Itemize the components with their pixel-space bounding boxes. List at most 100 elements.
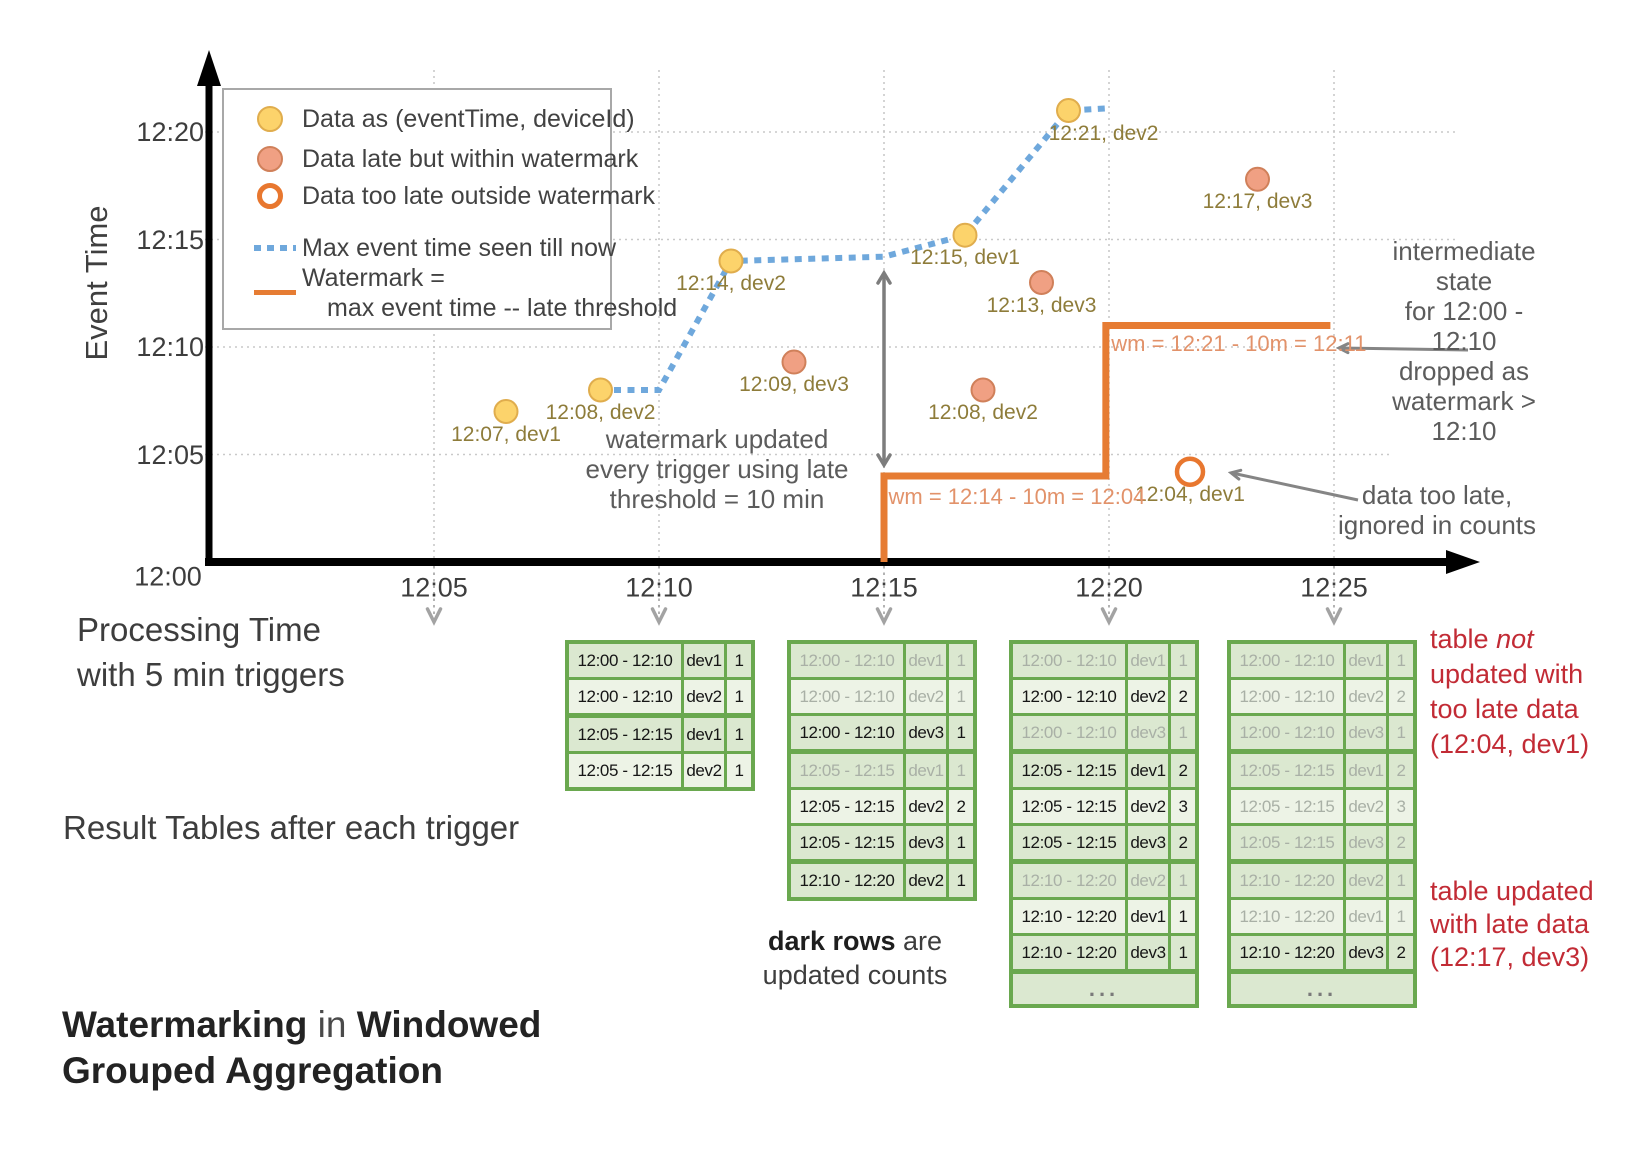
count-cell: 1 bbox=[949, 826, 973, 859]
window-cell: 12:05 - 12:15 bbox=[1013, 826, 1125, 859]
legend-maxevent-line-icon bbox=[254, 245, 296, 251]
legend-toolate-label: Data too late outside watermark bbox=[302, 182, 655, 210]
watermark-line bbox=[880, 322, 1331, 562]
window-cell: 12:10 - 12:20 bbox=[791, 864, 903, 897]
data-point-12:14-dev2 bbox=[718, 248, 744, 274]
device-cell: dev2 bbox=[1128, 680, 1168, 713]
count-cell: 1 bbox=[949, 754, 973, 787]
note-rest: updated with too late data (12:04, dev1) bbox=[1430, 659, 1590, 759]
legend-late-dot-icon bbox=[257, 146, 283, 172]
legend-toolate-dot-icon bbox=[257, 183, 283, 209]
window-cell: 12:00 - 12:10 bbox=[1231, 644, 1343, 677]
table-row: 12:10 - 12:20 dev2 1 bbox=[1231, 864, 1413, 897]
y-axis-title: Event Time bbox=[79, 205, 114, 361]
count-cell: 1 bbox=[727, 754, 751, 787]
count-cell: 2 bbox=[1171, 680, 1195, 713]
table-row: 12:10 - 12:20 dev3 1 bbox=[1013, 936, 1195, 969]
count-cell: 1 bbox=[949, 680, 973, 713]
window-cell: 12:00 - 12:10 bbox=[1231, 716, 1343, 749]
count-cell: 2 bbox=[1171, 754, 1195, 787]
window-cell: 12:00 - 12:10 bbox=[1231, 680, 1343, 713]
table-row: 12:10 - 12:20 dev2 1 bbox=[791, 864, 973, 897]
table-row: 12:00 - 12:10 dev3 1 bbox=[1013, 716, 1195, 749]
count-cell: 2 bbox=[1389, 936, 1413, 969]
count-cell: 1 bbox=[1389, 864, 1413, 897]
table-row: 12:10 - 12:20 dev3 2 bbox=[1231, 936, 1413, 969]
count-cell: 1 bbox=[1171, 716, 1195, 749]
device-cell: dev3 bbox=[1346, 716, 1386, 749]
window-cell: 12:05 - 12:15 bbox=[791, 790, 903, 823]
count-cell: 2 bbox=[949, 790, 973, 823]
window-cell: 12:05 - 12:15 bbox=[569, 718, 681, 751]
legend-maxevent-label: Max event time seen till now bbox=[302, 234, 617, 262]
device-cell: dev2 bbox=[1128, 790, 1168, 823]
table-row: 12:00 - 12:10 dev2 2 bbox=[1013, 680, 1195, 713]
table-row: 12:05 - 12:15 dev2 3 bbox=[1231, 790, 1413, 823]
window-cell: 12:05 - 12:15 bbox=[1013, 754, 1125, 787]
data-point-12:13-dev3 bbox=[1029, 270, 1054, 295]
result-table-12:10: 12:00 - 12:10 dev1 1 12:00 - 12:10 dev2 1 12:0… bbox=[565, 640, 755, 791]
result-table-12:20: 12:00 - 12:10 dev1 1 12:00 - 12:10 dev2 2 12:0… bbox=[1009, 640, 1199, 1008]
count-cell: 1 bbox=[949, 864, 973, 897]
table-row: 12:00 - 12:10 dev2 2 bbox=[1231, 680, 1413, 713]
count-cell: 1 bbox=[949, 716, 973, 749]
device-cell: dev2 bbox=[684, 754, 724, 787]
device-cell: dev1 bbox=[1346, 644, 1386, 677]
legend-watermark-label-line1: Watermark = bbox=[302, 264, 445, 292]
device-cell: dev1 bbox=[684, 718, 724, 751]
device-cell: dev1 bbox=[906, 644, 946, 677]
table-row: 12:05 - 12:15 dev1 1 bbox=[791, 754, 973, 787]
window-cell: 12:10 - 12:20 bbox=[1231, 936, 1343, 969]
window-cell: 12:10 - 12:20 bbox=[1231, 900, 1343, 933]
count-cell: 2 bbox=[1389, 754, 1413, 787]
window-cell: 12:00 - 12:10 bbox=[791, 680, 903, 713]
max-event-time-line bbox=[600, 105, 1107, 393]
device-cell: dev2 bbox=[906, 680, 946, 713]
count-cell: 2 bbox=[1389, 680, 1413, 713]
title-bold-3: Grouped Aggregation bbox=[62, 1050, 443, 1091]
device-cell: dev3 bbox=[1128, 716, 1168, 749]
count-cell: 1 bbox=[727, 718, 751, 751]
legend-watermark-label-line2: max event time -- late threshold bbox=[327, 294, 678, 322]
count-cell: 1 bbox=[1389, 900, 1413, 933]
device-cell: dev1 bbox=[1128, 644, 1168, 677]
count-cell: 3 bbox=[1171, 790, 1195, 823]
page-title: Watermarking in Windowed Grouped Aggregat… bbox=[62, 1002, 541, 1094]
table-row: 12:00 - 12:10 dev3 1 bbox=[791, 716, 973, 749]
result-table-12:25: 12:00 - 12:10 dev1 1 12:00 - 12:10 dev2 2 12:0… bbox=[1227, 640, 1417, 1008]
table-row: 12:05 - 12:15 dev2 3 bbox=[1013, 790, 1195, 823]
device-cell: dev3 bbox=[1346, 936, 1386, 969]
dark-rows-bold: dark rows bbox=[767, 926, 896, 956]
count-cell: 1 bbox=[727, 680, 751, 713]
title-bold-2: Windowed bbox=[356, 1004, 542, 1045]
dark-rows-rest: are bbox=[895, 926, 943, 956]
device-cell: dev1 bbox=[1128, 900, 1168, 933]
result-tables-caption: Result Tables after each trigger bbox=[63, 809, 520, 846]
data-point-12:08-dev2 bbox=[970, 377, 996, 403]
device-cell: dev3 bbox=[1128, 826, 1168, 859]
count-cell: 3 bbox=[1389, 790, 1413, 823]
table-row-ellipsis: ... bbox=[1231, 974, 1413, 1004]
table-row-ellipsis: ... bbox=[1013, 974, 1195, 1004]
annotation-intermediate-state: intermediate state for 12:00 - 12:10 dro… bbox=[1392, 236, 1536, 446]
table-row: 12:05 - 12:15 dev3 1 bbox=[791, 826, 973, 859]
window-cell: 12:00 - 12:10 bbox=[791, 716, 903, 749]
note-not-updated-too-late: table not updated with too late data (12… bbox=[1430, 622, 1589, 762]
dark-rows-caption: dark rows are updated counts bbox=[763, 924, 948, 992]
device-cell: dev2 bbox=[1346, 864, 1386, 897]
count-cell: 1 bbox=[1171, 936, 1195, 969]
table-row: 12:00 - 12:10 dev2 1 bbox=[569, 680, 751, 713]
count-cell: 1 bbox=[1171, 864, 1195, 897]
table-row: 12:00 - 12:10 dev2 1 bbox=[791, 680, 973, 713]
table-row: 12:05 - 12:15 dev2 2 bbox=[791, 790, 973, 823]
window-cell: 12:05 - 12:15 bbox=[1231, 754, 1343, 787]
data-point-12:07-dev1 bbox=[493, 399, 519, 424]
data-point-12:09-dev3 bbox=[781, 349, 807, 375]
window-cell: 12:05 - 12:15 bbox=[1231, 826, 1343, 859]
window-cell: 12:00 - 12:10 bbox=[1013, 644, 1125, 677]
data-point-12:15-dev1 bbox=[952, 222, 978, 248]
window-cell: 12:10 - 12:20 bbox=[1231, 864, 1343, 897]
window-cell: 12:05 - 12:15 bbox=[791, 754, 903, 787]
dark-rows-line2: updated counts bbox=[762, 960, 948, 990]
